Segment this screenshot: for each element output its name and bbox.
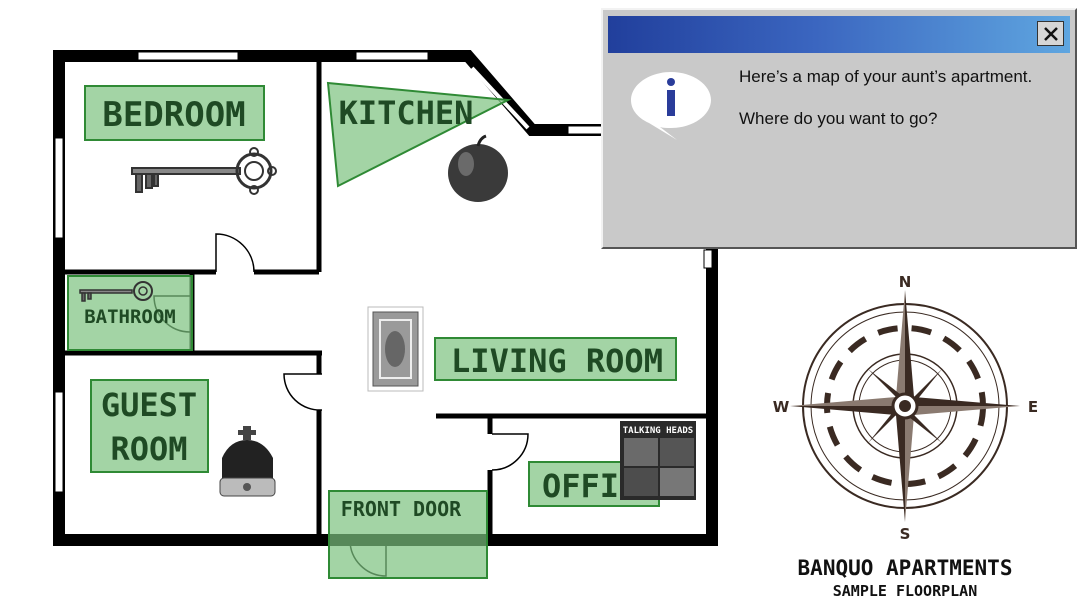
dialog-message-line1: Here’s a map of your aunt’s apartment. — [739, 67, 1033, 86]
info-icon — [631, 72, 711, 140]
dialog-message-line2: Where do you want to go? — [739, 109, 938, 128]
bathroom-label: BATHROOM — [84, 306, 176, 328]
album-band-name: TALKING HEADS — [623, 426, 693, 436]
playing-card-icon[interactable] — [367, 306, 424, 392]
compass-south-label: S — [900, 525, 911, 543]
front-door-label: FRONT DOOR — [341, 497, 462, 521]
crown-icon[interactable] — [219, 426, 276, 497]
close-icon — [1044, 27, 1058, 41]
close-button[interactable] — [1037, 21, 1064, 46]
skeleton-key-icon[interactable] — [131, 147, 277, 195]
album-cover-image[interactable]: TALKING HEADS — [620, 421, 696, 500]
kitchen-zone[interactable]: KITCHEN — [326, 81, 512, 188]
guest-room-label-line2: ROOM — [110, 430, 187, 468]
guest-room-label-line1: GUEST — [101, 386, 197, 424]
compass-rose: N S E W — [773, 273, 1038, 543]
compass-east-label: E — [1028, 398, 1038, 416]
compass-west-label: W — [773, 398, 790, 416]
dialog-titlebar[interactable] — [608, 16, 1070, 53]
brand-subtitle: SAMPLE FLOORPLAN — [833, 582, 978, 600]
living-room-label: LIVING ROOM — [451, 342, 663, 380]
small-key-icon[interactable] — [79, 281, 153, 302]
windows — [54, 51, 713, 493]
kitchen-label: KITCHEN — [339, 94, 474, 132]
bedroom-zone[interactable]: BEDROOM — [84, 85, 265, 141]
info-dialog: Here’s a map of your aunt’s apartment. W… — [601, 8, 1077, 249]
front-door-zone[interactable]: FRONT DOOR — [328, 490, 488, 579]
apple-icon[interactable] — [448, 134, 508, 202]
compass-north-label: N — [899, 273, 912, 291]
bedroom-label: BEDROOM — [102, 95, 245, 135]
living-room-zone[interactable]: LIVING ROOM — [434, 337, 677, 381]
brand-title: BANQUO APARTMENTS — [798, 556, 1013, 580]
bathroom-zone[interactable]: BATHROOM — [67, 275, 193, 351]
guest-room-zone[interactable]: GUEST ROOM — [90, 379, 209, 473]
